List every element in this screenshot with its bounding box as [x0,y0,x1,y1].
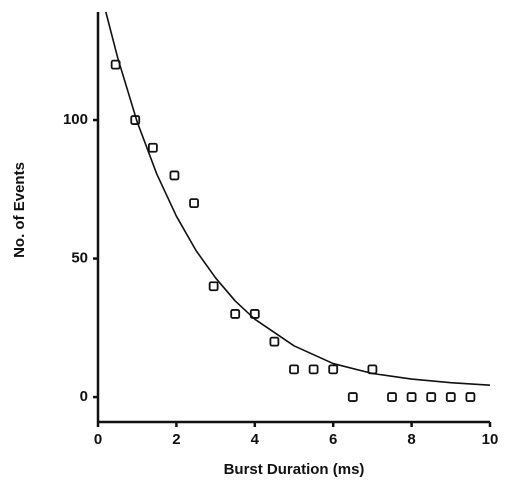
data-point [387,392,397,402]
data-point [308,364,319,375]
data-point [189,198,199,209]
x-tick-label: 8 [407,431,415,448]
fit-curve [105,11,491,386]
data-point [147,142,158,153]
data-point [208,281,219,292]
y-tick-label: 100 [63,111,88,128]
x-tick-label: 4 [251,431,260,448]
data-point [169,170,180,181]
x-tick-label: 2 [172,431,180,448]
data-point [289,364,299,375]
y-axis-label: No. of Events [11,162,28,258]
data-point [269,336,280,347]
data-point [426,392,437,402]
x-axis-label: Burst Duration (ms) [224,461,365,478]
data-point [230,309,241,319]
x-tick-label: 6 [329,431,337,448]
data-point [406,392,417,402]
data-point [445,392,456,402]
data-point [328,364,339,375]
data-point [249,309,260,319]
y-tick-label: 0 [80,388,88,405]
data-point [347,392,358,402]
x-tick-label: 0 [94,431,102,448]
x-tick-label: 10 [482,431,499,448]
y-tick-label: 50 [71,250,88,267]
data-point [465,392,476,402]
